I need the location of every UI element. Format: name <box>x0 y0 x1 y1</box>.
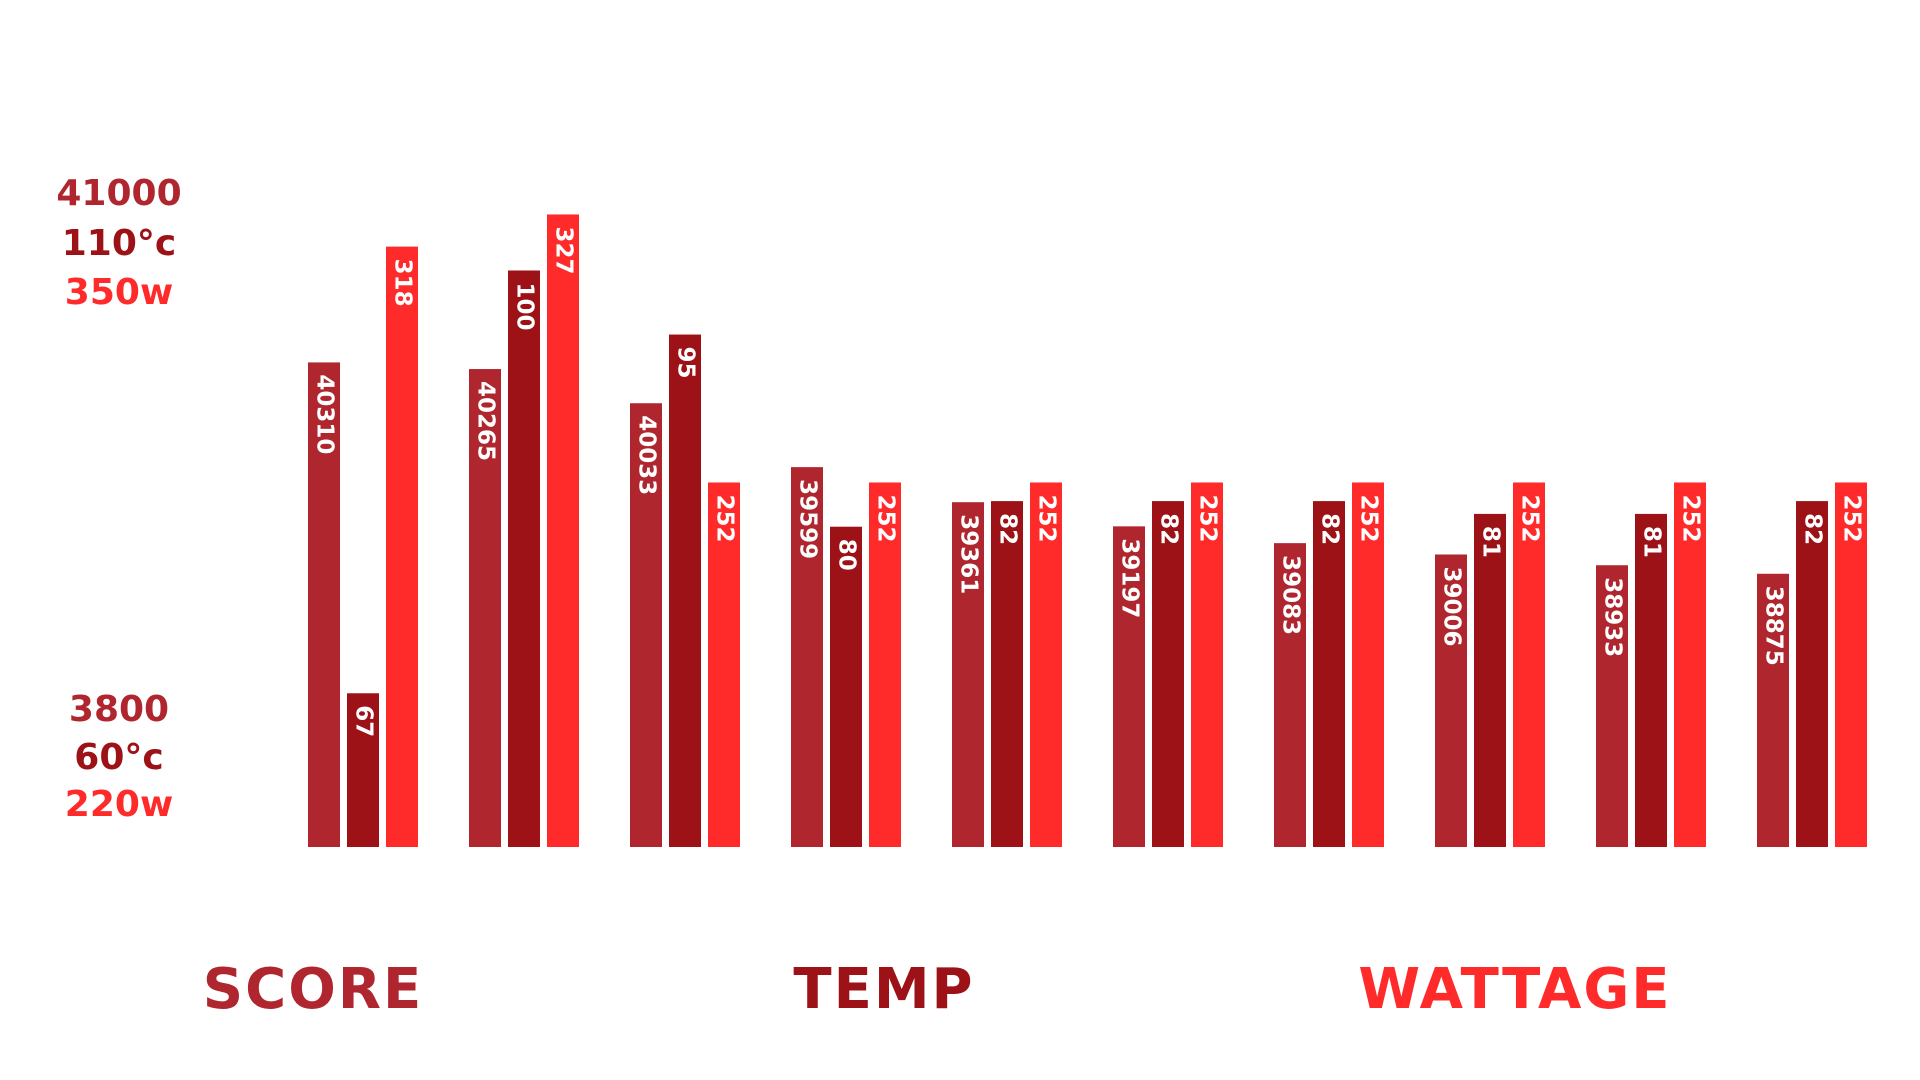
value-label: 252 <box>1195 494 1221 542</box>
axis-label: 41000 <box>56 173 181 214</box>
bar <box>347 693 379 847</box>
bar <box>1191 482 1223 847</box>
value-label: 80 <box>834 539 860 571</box>
bar <box>1474 513 1506 847</box>
legend-label: SCORE <box>203 957 423 1022</box>
value-label: 39361 <box>956 514 982 594</box>
axis-label: 3800 <box>69 689 169 730</box>
legend-label: TEMP <box>793 957 974 1022</box>
value-label: 82 <box>1156 513 1182 545</box>
value-label: 39197 <box>1117 538 1143 618</box>
value-label: 252 <box>873 494 899 542</box>
axis-label: 110°c <box>62 223 177 264</box>
value-label: 81 <box>1639 526 1665 558</box>
bar <box>1113 526 1145 847</box>
value-label: 252 <box>1678 494 1704 542</box>
value-label: 40033 <box>634 415 660 495</box>
bar <box>547 214 579 848</box>
value-label: 38875 <box>1761 586 1787 666</box>
value-label: 252 <box>1517 494 1543 542</box>
bar <box>708 482 740 847</box>
value-label: 252 <box>1356 494 1382 542</box>
bar <box>952 502 984 847</box>
axis-label: 220w <box>65 784 173 825</box>
bar <box>1274 543 1306 847</box>
bar <box>991 501 1023 847</box>
bar <box>830 526 862 847</box>
value-label: 318 <box>390 259 416 307</box>
bar <box>869 482 901 847</box>
bar <box>1152 501 1184 847</box>
bar <box>791 467 823 847</box>
value-label: 95 <box>673 347 699 379</box>
bar <box>386 246 418 848</box>
value-label: 100 <box>512 282 538 330</box>
bar <box>1796 501 1828 847</box>
bar <box>1313 501 1345 847</box>
bar <box>469 369 501 847</box>
value-label: 252 <box>1839 494 1865 542</box>
value-label: 67 <box>351 705 377 737</box>
value-label: 81 <box>1478 526 1504 558</box>
bar <box>1757 573 1789 847</box>
value-label: 252 <box>712 494 738 542</box>
legend-label: WATTAGE <box>1358 957 1671 1022</box>
value-label: 39006 <box>1439 566 1465 646</box>
value-label: 40265 <box>473 381 499 461</box>
value-label: 40310 <box>312 374 338 454</box>
bar <box>1596 565 1628 847</box>
bar <box>669 334 701 847</box>
value-label: 39599 <box>795 479 821 559</box>
bar <box>1835 482 1867 847</box>
bar <box>508 270 540 847</box>
axis-label: 60°c <box>74 737 163 778</box>
value-label: 327 <box>551 226 577 274</box>
value-label: 82 <box>995 513 1021 545</box>
value-label: 252 <box>1034 494 1060 542</box>
bar <box>1635 513 1667 847</box>
bar <box>1030 482 1062 847</box>
value-label: 82 <box>1317 513 1343 545</box>
bar <box>630 403 662 847</box>
bar <box>1352 482 1384 847</box>
bar <box>1513 482 1545 847</box>
axis-label: 350w <box>65 272 173 313</box>
value-label: 39083 <box>1278 555 1304 635</box>
value-label: 38933 <box>1600 577 1626 657</box>
bar <box>308 362 340 847</box>
value-label: 82 <box>1800 513 1826 545</box>
bar <box>1674 482 1706 847</box>
bar <box>1435 554 1467 847</box>
